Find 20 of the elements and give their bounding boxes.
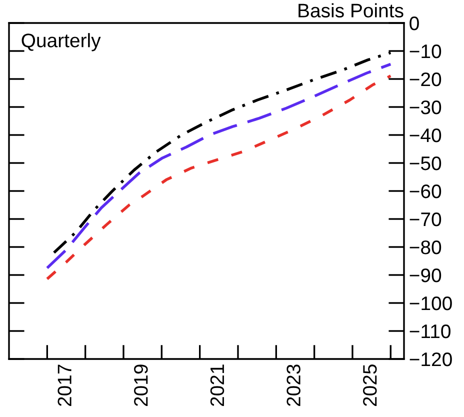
y-tick-label: 0	[410, 16, 419, 30]
y-tick-label: −120	[410, 352, 452, 366]
y-tick-label: −50	[410, 156, 442, 170]
y-tick-label: −20	[410, 72, 442, 86]
y-tick-label: −60	[410, 184, 442, 198]
x-tick-label: 2025	[363, 364, 377, 406]
y-tick-label: −80	[410, 240, 442, 254]
y-tick-label: −100	[410, 296, 452, 310]
x-tick-label: 2017	[58, 364, 72, 406]
y-tick-label: −110	[410, 324, 450, 338]
y-tick-label: −30	[410, 100, 442, 114]
y-tick-label: −40	[410, 128, 442, 142]
y-tick-label: −70	[410, 212, 442, 226]
annotation: Quarterly	[22, 33, 101, 52]
x-tick-label: 2021	[210, 364, 224, 406]
y-axis-title: Basis Points	[298, 3, 404, 18]
x-tick-label: 2023	[286, 364, 300, 406]
y-tick-label: −10	[410, 44, 442, 58]
x-tick-label: 2019	[134, 364, 148, 406]
y-tick-label: −90	[410, 268, 442, 282]
